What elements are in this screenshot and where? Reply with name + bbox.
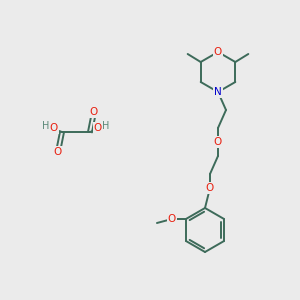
Text: O: O	[50, 123, 58, 133]
Text: O: O	[206, 183, 214, 193]
Text: O: O	[94, 123, 102, 133]
Text: O: O	[214, 137, 222, 147]
Text: H: H	[42, 121, 50, 131]
Text: O: O	[90, 107, 98, 117]
Text: N: N	[214, 87, 222, 97]
Text: O: O	[168, 214, 176, 224]
Text: O: O	[214, 47, 222, 57]
Text: H: H	[102, 121, 110, 131]
Text: O: O	[54, 147, 62, 157]
